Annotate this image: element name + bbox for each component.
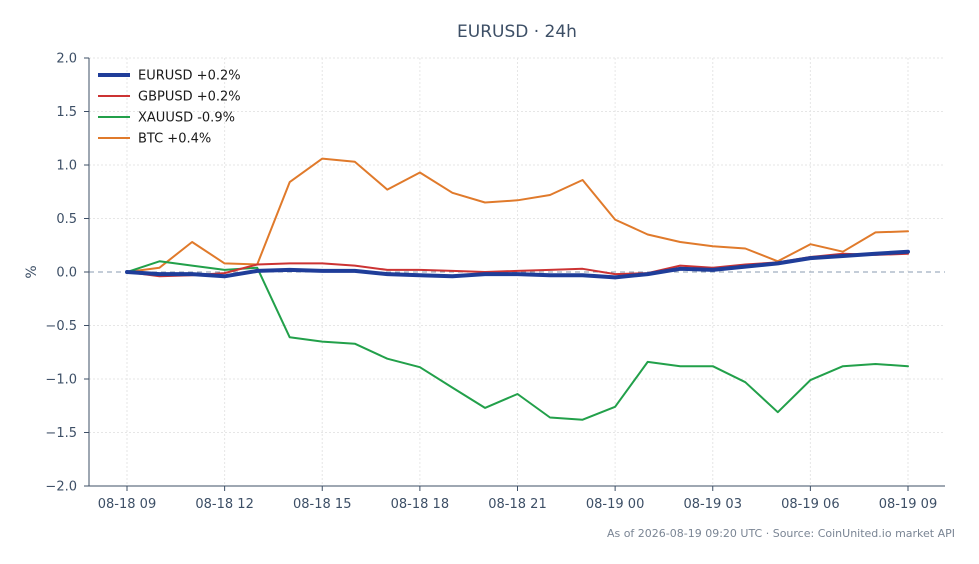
series-line-2 bbox=[126, 260, 909, 421]
x-tick-label: 08-18 15 bbox=[293, 497, 351, 512]
x-tick-label: 08-19 06 bbox=[781, 497, 839, 512]
series-lines bbox=[125, 157, 910, 421]
x-axis-ticks: 08-18 09 08-18 12 08-18 15 08-18 18 08-18 21… bbox=[98, 486, 937, 512]
y-tick-label: 0.0 bbox=[56, 266, 77, 281]
legend-label: GBPUSD +0.2% bbox=[138, 90, 241, 105]
x-tick-label: 08-19 00 bbox=[586, 497, 644, 512]
y-tick-label: −0.5 bbox=[45, 319, 77, 334]
y-tick-label: 1.0 bbox=[56, 159, 77, 174]
y-tick-label: 0.5 bbox=[56, 212, 77, 227]
x-tick-label: 08-18 09 bbox=[98, 497, 156, 512]
y-tick-label: 1.5 bbox=[56, 105, 77, 120]
y-tick-label: −2.0 bbox=[45, 480, 77, 495]
y-tick-label: 2.0 bbox=[56, 52, 77, 67]
x-tick-label: 08-18 12 bbox=[195, 497, 253, 512]
x-tick-label: 08-19 09 bbox=[879, 497, 937, 512]
y-axis-ticks: 2.0 1.5 1.0 0.5 0.0 −0.5 −1.0 −1.5 −2.0 bbox=[45, 52, 89, 495]
legend: EURUSD +0.2% GBPUSD +0.2% XAUUSD -0.9% BTC … bbox=[98, 69, 241, 147]
x-tick-label: 08-18 18 bbox=[391, 497, 449, 512]
legend-label: XAUUSD -0.9% bbox=[138, 111, 235, 126]
series-line-0 bbox=[125, 249, 910, 280]
y-tick-label: −1.5 bbox=[45, 426, 77, 441]
legend-label: BTC +0.4% bbox=[138, 132, 211, 147]
chart-footer: As of 2026-08-19 09:20 UTC · Source: Coi… bbox=[607, 527, 955, 540]
x-tick-label: 08-18 21 bbox=[488, 497, 546, 512]
y-axis-label: % bbox=[24, 265, 40, 278]
y-tick-label: −1.0 bbox=[45, 373, 77, 388]
x-tick-label: 08-19 03 bbox=[684, 497, 742, 512]
chart-title: EURUSD · 24h bbox=[457, 22, 577, 42]
legend-label: EURUSD +0.2% bbox=[138, 69, 241, 84]
